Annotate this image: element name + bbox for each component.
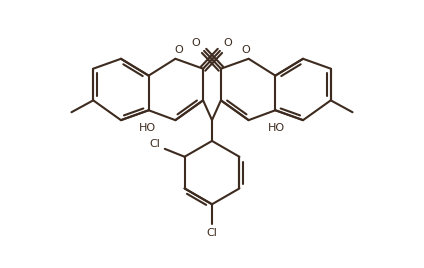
Text: O: O	[174, 45, 183, 55]
Text: O: O	[223, 38, 232, 48]
Text: O: O	[241, 45, 250, 55]
Text: Cl: Cl	[206, 228, 218, 238]
Text: HO: HO	[268, 123, 285, 133]
Text: Cl: Cl	[149, 139, 160, 149]
Text: HO: HO	[139, 123, 156, 133]
Text: O: O	[192, 38, 201, 48]
